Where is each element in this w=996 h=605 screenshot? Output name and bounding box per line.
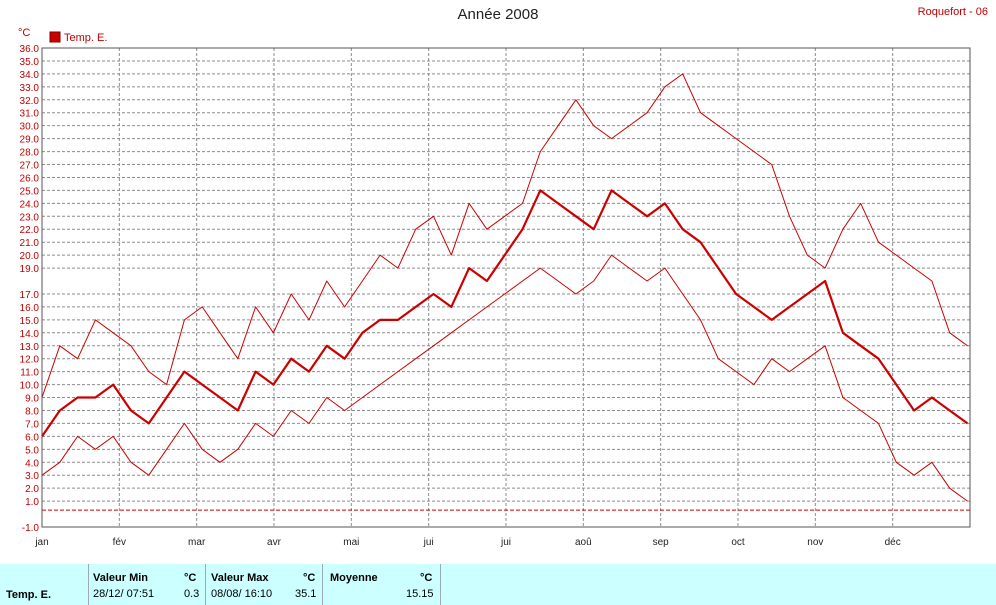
footer-max-cell: Valeur Max °C 08/08/ 16:10 35.1 [205,564,323,605]
x-tick-label: sep [653,537,670,548]
plot-frame [41,47,971,528]
y-tick-label: 13.0 [20,342,40,353]
chart-title: Année 2008 [457,6,539,23]
y-tick-label: 36.0 [20,44,40,55]
y-tick-label: 33.0 [20,83,40,94]
y-tick-label: 4.0 [25,458,39,469]
x-tick-label: fév [113,537,126,548]
y-axis-unit: °C [18,27,30,39]
max-date: 08/08/ 16:10 [211,588,273,600]
series-line-max [41,73,968,398]
x-tick-label: déc [885,537,901,548]
footer-min-cell: Valeur Min °C 28/12/ 07:51 0.3 [88,564,206,605]
x-tick-label: mar [188,537,206,548]
station-name: Roquefort - 06 [917,6,988,18]
y-tick-label: 7.0 [25,419,39,430]
y-tick-label: 24.0 [20,199,40,210]
mean-unit: °C [420,572,433,584]
min-value: 0.3 [184,588,200,600]
y-tick-label: 30.0 [20,122,40,133]
stats-footer: Temp. E. Valeur Min °C 28/12/ 07:51 0.3 … [0,564,996,605]
grid [41,47,970,528]
max-unit: °C [303,572,316,584]
y-tick-label: 28.0 [20,148,40,159]
y-tick-label: 6.0 [25,432,39,443]
y-tick-label: 25.0 [20,186,40,197]
y-tick-label: 19.0 [20,264,40,275]
x-axis-ticks: jan fév mar avr mai jui jui aoû sep oct nov déc [34,537,900,548]
footer-series-cell: Temp. E. [0,564,89,605]
series-line-min [41,254,968,502]
y-tick-label: 14.0 [20,329,40,340]
y-tick-label: 20.0 [20,251,40,262]
max-label: Valeur Max [211,572,269,584]
series-line-mean [41,189,969,438]
y-tick-label: 2.0 [25,484,39,495]
y-tick-label: 21.0 [20,238,40,249]
legend-label: Temp. E. [64,32,107,44]
y-tick-label: 17.0 [20,290,40,301]
y-tick-label: 34.0 [20,70,40,81]
x-tick-label: jui [500,537,511,548]
series-lines [41,73,970,511]
y-tick-label: 32.0 [20,96,40,107]
y-tick-label: 16.0 [20,303,40,314]
max-value: 35.1 [295,588,317,600]
x-tick-label: aoû [575,537,592,548]
min-unit: °C [184,572,197,584]
y-tick-label: 9.0 [25,394,39,405]
mean-label: Moyenne [330,572,378,584]
footer-mean-cell: Moyenne °C 15.15 [322,564,441,605]
x-tick-label: jui [423,537,434,548]
y-tick-label: 29.0 [20,135,40,146]
y-tick-label: 3.0 [25,471,39,482]
min-date: 28/12/ 07:51 [93,588,155,600]
y-tick-label: 11.0 [20,368,39,379]
x-tick-label: nov [807,537,823,548]
legend-swatch [49,31,61,43]
min-label: Valeur Min [93,572,149,584]
y-tick-label: 35.0 [20,57,40,68]
y-tick-label: 1.0 [25,497,39,508]
y-tick-label: 5.0 [25,445,39,456]
x-tick-label: oct [731,537,745,548]
x-tick-label: avr [267,537,282,548]
y-tick-label: 27.0 [20,161,40,172]
footer-series-label: Temp. E. [6,589,52,601]
y-tick-label: 12.0 [20,355,40,366]
y-tick-label: -1.0 [22,523,40,534]
y-tick-label: 26.0 [20,173,40,184]
y-tick-label: 22.0 [20,225,40,236]
x-tick-label: mai [343,537,359,548]
y-tick-label: 10.0 [20,381,40,392]
y-axis-ticks: 36.0 35.0 34.0 33.0 32.0 31.0 30.0 29.0 28.0 27.0… [20,44,40,534]
y-tick-label: 15.0 [20,316,40,327]
y-tick-label: 8.0 [25,406,39,417]
y-tick-label: 23.0 [20,212,40,223]
mean-value: 15.15 [406,588,434,600]
temperature-chart: 36.0 35.0 34.0 33.0 32.0 31.0 30.0 29.0 28.0 27.0… [18,27,971,548]
x-tick-label: jan [34,537,48,548]
y-tick-label: 31.0 [20,109,40,120]
